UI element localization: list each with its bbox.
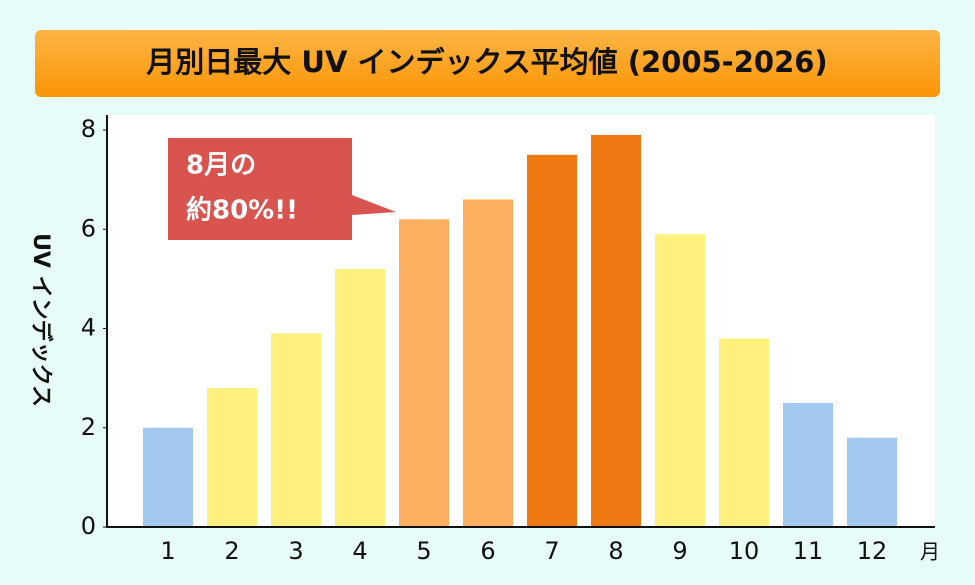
bar (143, 427, 193, 527)
x-tick-label: 3 (288, 537, 303, 565)
x-tick-label: 10 (729, 537, 760, 565)
bar (591, 134, 641, 527)
bar (335, 268, 385, 527)
callout-text: 約80%!! (186, 195, 298, 226)
x-tick-label: 5 (416, 537, 431, 565)
y-tick-label: 2 (81, 413, 96, 441)
bar (271, 333, 321, 527)
x-tick-label: 7 (544, 537, 559, 565)
chart-title: 月別日最大 UV インデックス平均値 (2005-2026) (145, 45, 827, 79)
callout (168, 138, 396, 240)
bar (655, 234, 705, 527)
callout-text: 8月の (186, 151, 256, 181)
x-tick-label: 4 (352, 537, 367, 565)
bar (207, 388, 257, 527)
bar (783, 402, 833, 527)
x-tick-label: 1 (160, 537, 175, 565)
y-axis-label: UV インデックス (28, 233, 54, 407)
bar (399, 219, 449, 527)
bar (463, 199, 513, 527)
x-tick-label: 6 (480, 537, 495, 565)
bar (527, 154, 577, 527)
y-tick-label: 4 (81, 314, 96, 342)
title-box (35, 30, 940, 97)
y-tick-label: 8 (81, 115, 96, 143)
bar (847, 437, 897, 527)
x-tick-label: 12 (857, 537, 888, 565)
y-tick-label: 0 (81, 512, 96, 540)
bar (719, 338, 769, 527)
x-tick-label: 9 (672, 537, 687, 565)
y-tick-label: 6 (81, 214, 96, 242)
x-axis-label: 月 (920, 540, 940, 564)
x-tick-label: 2 (224, 537, 239, 565)
x-tick-label: 11 (793, 537, 824, 565)
x-tick-label: 8 (608, 537, 623, 565)
